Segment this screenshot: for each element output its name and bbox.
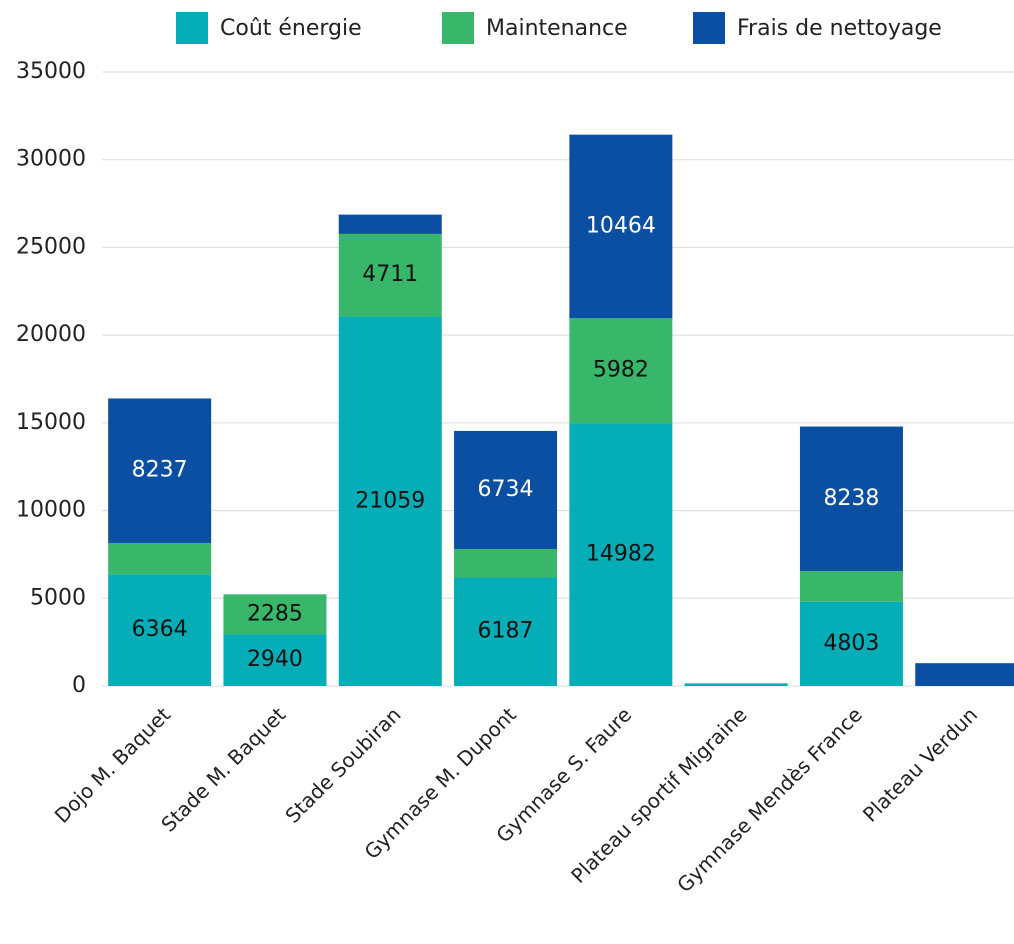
y-tick-label: 20000	[16, 322, 86, 347]
bar-segment	[108, 574, 212, 686]
bar-segment	[454, 549, 558, 578]
y-tick-label: 5000	[30, 585, 86, 610]
bar-segment	[338, 233, 442, 317]
bar-segment	[799, 571, 903, 602]
bar-segment	[569, 423, 673, 686]
bar-segment	[569, 318, 673, 424]
bar-segment	[915, 663, 1014, 686]
x-tick-label: Stade Soubiran	[280, 702, 405, 827]
bar-segment	[684, 683, 788, 686]
bar-segment	[338, 316, 442, 686]
legend-label: Maintenance	[486, 16, 628, 41]
data-label: 2940	[247, 647, 303, 672]
data-label: 5982	[593, 358, 649, 383]
legend-swatch	[693, 12, 725, 44]
data-label: 21059	[355, 488, 425, 513]
data-label: 6187	[478, 619, 534, 644]
data-label: 6364	[132, 617, 188, 642]
bar-segment	[108, 542, 212, 575]
x-tick-label: Plateau Verdun	[858, 702, 982, 826]
data-label: 14982	[586, 542, 656, 567]
bar-segment	[338, 214, 442, 234]
data-label: 8237	[132, 458, 188, 483]
bar-segment	[799, 601, 903, 686]
data-label: 6734	[478, 477, 534, 502]
bar-segment	[454, 577, 558, 686]
y-tick-label: 25000	[16, 234, 86, 259]
legend-label: Coût énergie	[220, 16, 362, 41]
x-tick-label: Gymnase Mendès France	[672, 702, 867, 897]
data-label: 2285	[247, 601, 303, 626]
y-tick-label: 35000	[16, 59, 86, 84]
x-tick-label: Stade M. Baquet	[156, 702, 290, 836]
y-tick-label: 0	[72, 673, 86, 698]
y-tick-label: 10000	[16, 498, 86, 523]
bar-segment	[569, 134, 673, 319]
y-tick-label: 30000	[16, 147, 86, 172]
bar-segment	[108, 398, 212, 543]
data-label: 10464	[586, 213, 656, 238]
legend-swatch	[176, 12, 208, 44]
data-label: 4803	[823, 631, 879, 656]
data-label: 4711	[362, 262, 418, 287]
x-tick-label: Dojo M. Baquet	[50, 702, 175, 827]
data-label: 8238	[823, 486, 879, 511]
bar-segment	[223, 634, 327, 686]
bar-segment	[799, 426, 903, 572]
y-tick-label: 15000	[16, 410, 86, 435]
bar-segment	[454, 430, 558, 550]
legend-swatch	[442, 12, 474, 44]
bar-segment	[223, 594, 327, 635]
legend-label: Frais de nettoyage	[737, 16, 942, 41]
